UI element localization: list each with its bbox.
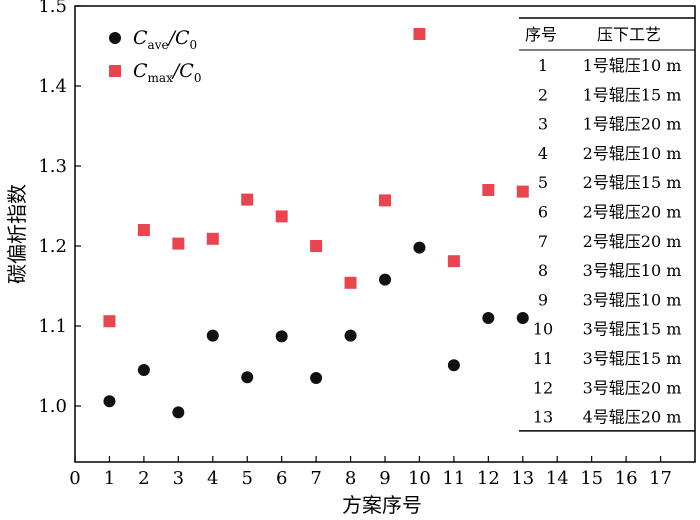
table-cell-index: 8	[538, 261, 548, 280]
table-cell-process: 2号辊压15 m	[583, 173, 682, 192]
table-cell-index: 7	[538, 232, 548, 251]
process-table: 序号 压下工艺 1 1号辊压10 m 2 1号辊压15 m 3 1号辊压20 m 4 2号辊压10…	[519, 17, 695, 432]
point-ave	[482, 312, 495, 324]
table-cell-process: 1号辊压15 m	[583, 85, 682, 104]
x-tick-label: 12	[477, 468, 500, 489]
table-cell-process: 3号辊压10 m	[583, 261, 682, 280]
point-ave	[413, 241, 426, 254]
x-tick-label: 17	[649, 468, 672, 489]
data-marks	[103, 28, 529, 419]
point-ave	[275, 330, 288, 343]
y-tick-label: 1.2	[38, 236, 67, 257]
table-cell-process: 1号辊压10 m	[583, 56, 682, 75]
x-tick-label: 11	[442, 468, 465, 489]
x-tick-label: 13	[511, 468, 534, 489]
x-axis-title: 方案序号	[342, 493, 422, 517]
point-max	[137, 224, 150, 236]
x-tick-label: 4	[207, 468, 218, 489]
axis-ticks: 0 1 2 3 4 5 6 7 8 9 10 11 12 13 14 15 16 171.01.11.21.31.…	[38, 0, 672, 489]
y-tick-label: 1.1	[38, 316, 67, 337]
table-cell-index: 2	[538, 85, 548, 104]
x-tick-label: 6	[276, 468, 287, 489]
table-cell-index: 6	[538, 203, 548, 222]
table-cell-process: 2号辊压20 m	[583, 203, 682, 222]
table-cell-process: 3号辊压15 m	[583, 349, 682, 368]
point-max	[516, 185, 529, 198]
table-cell-index: 10	[533, 320, 553, 339]
table-cell-process: 2号辊压10 m	[583, 144, 682, 163]
table-header-process: 压下工艺	[597, 25, 661, 44]
legend-marker-ave	[109, 32, 121, 44]
table-cell-index: 11	[533, 349, 553, 368]
legend: Cave/C0 Cmax/C0	[109, 27, 201, 85]
table-cell-process: 2号辊压20 m	[583, 232, 682, 251]
table-cell-index: 4	[538, 144, 548, 163]
table-header-index: 序号	[525, 25, 557, 44]
point-max	[172, 237, 185, 250]
point-ave	[310, 372, 323, 384]
point-ave	[516, 312, 529, 324]
x-tick-label: 8	[345, 468, 356, 489]
point-ave	[344, 329, 357, 342]
y-axis-title: 碳偏析指数	[5, 184, 29, 284]
x-tick-label: 9	[379, 468, 390, 489]
point-ave	[172, 406, 185, 419]
x-tick-label: 0	[69, 468, 80, 489]
table-cell-index: 12	[533, 378, 553, 397]
x-tick-label: 1	[104, 468, 115, 489]
table-cell-process: 1号辊压20 m	[583, 115, 682, 134]
legend-label-ave: Cave/C0	[133, 27, 197, 52]
legend-marker-max	[109, 65, 121, 77]
point-max	[413, 28, 426, 40]
table-cell-index: 9	[538, 290, 548, 309]
point-max	[275, 210, 288, 223]
x-tick-label: 14	[546, 468, 569, 489]
point-ave	[447, 359, 460, 372]
table-cell-index: 3	[538, 115, 548, 134]
point-max	[379, 194, 391, 207]
table-cell-process: 3号辊压10 m	[583, 290, 682, 309]
y-tick-label: 1.3	[38, 156, 67, 177]
table-cell-process: 3号辊压15 m	[583, 320, 682, 339]
x-tick-label: 2	[138, 468, 149, 489]
x-tick-label: 10	[408, 468, 431, 489]
point-ave	[206, 329, 219, 342]
table-cell-process: 3号辊压20 m	[583, 378, 682, 397]
table-cell-process: 4号辊压20 m	[583, 408, 682, 427]
x-tick-label: 5	[241, 468, 252, 489]
point-ave	[137, 364, 150, 376]
point-max	[241, 193, 254, 206]
point-max	[206, 232, 219, 245]
y-tick-label: 1.4	[38, 76, 67, 97]
point-ave	[103, 395, 116, 408]
table-cell-index: 5	[538, 173, 548, 192]
y-tick-label: 1.5	[38, 0, 67, 17]
x-tick-label: 16	[615, 468, 638, 489]
x-tick-label: 15	[580, 468, 603, 489]
point-max	[344, 276, 357, 289]
point-ave	[241, 371, 254, 384]
legend-label-max: Cmax/C0	[133, 60, 201, 85]
y-tick-label: 1.0	[38, 396, 67, 417]
x-tick-label: 3	[173, 468, 184, 489]
point-max	[482, 184, 495, 196]
point-max	[310, 240, 323, 252]
x-tick-label: 7	[310, 468, 321, 489]
table-cell-index: 13	[533, 408, 553, 427]
point-max	[103, 315, 116, 328]
point-ave	[379, 273, 391, 286]
table-cell-index: 1	[538, 56, 548, 75]
point-max	[447, 255, 460, 268]
